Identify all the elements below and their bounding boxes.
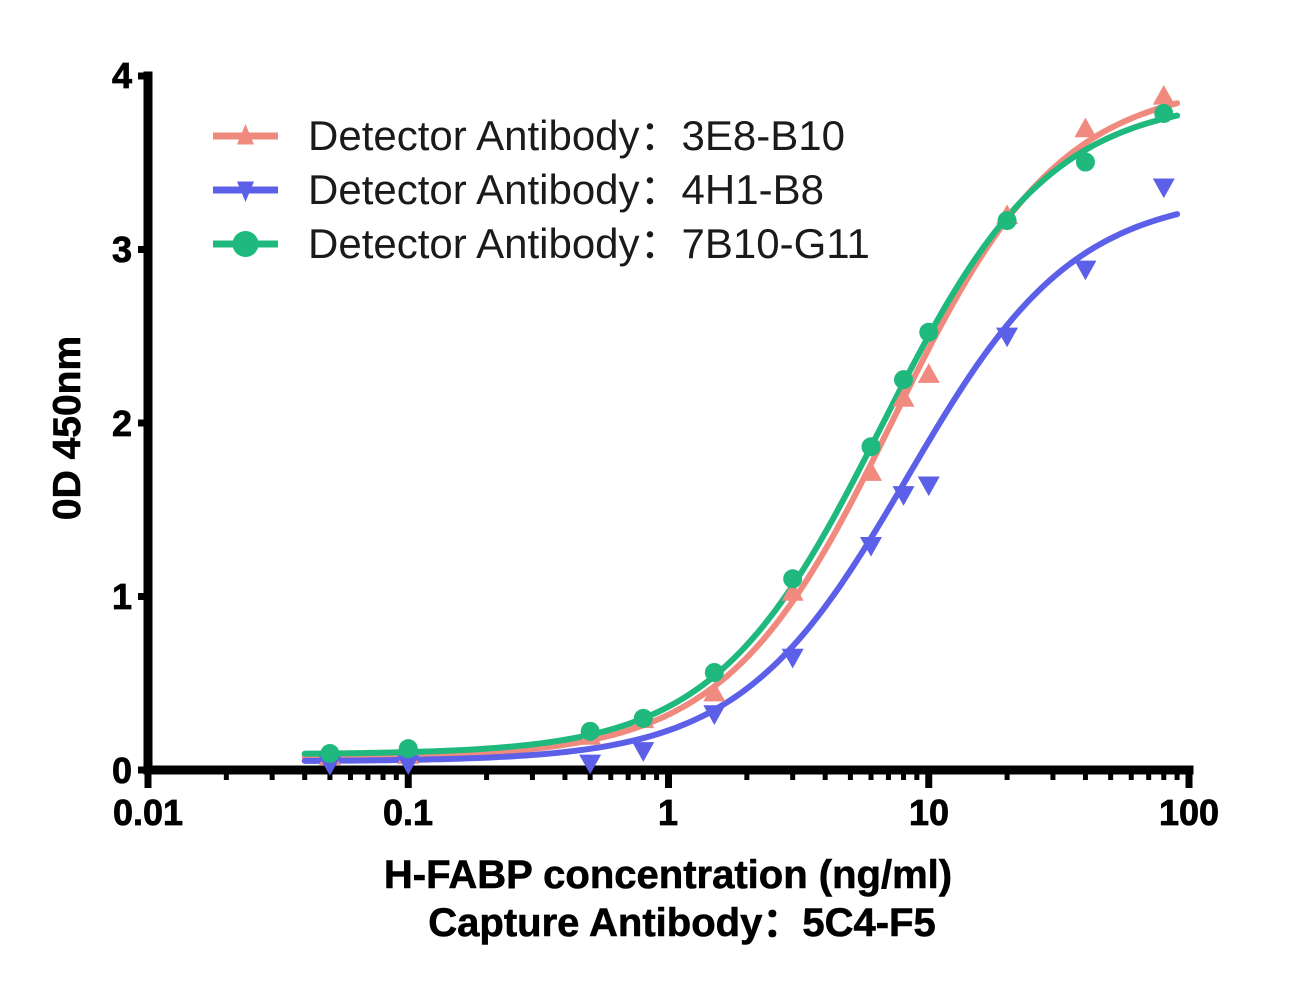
svg-text:3: 3 <box>112 229 132 270</box>
svg-text:Detector Antibody：4H1-B8: Detector Antibody：4H1-B8 <box>308 166 824 213</box>
svg-text:Detector Antibody：7B10-G11: Detector Antibody：7B10-G11 <box>308 220 870 267</box>
svg-text:Capture Antibody：5C4-F5: Capture Antibody：5C4-F5 <box>428 901 935 945</box>
svg-text:Detector Antibody：3E8-B10: Detector Antibody：3E8-B10 <box>308 112 845 159</box>
svg-text:1: 1 <box>658 792 678 833</box>
svg-text:0.1: 0.1 <box>383 792 433 833</box>
svg-text:0.01: 0.01 <box>113 792 183 833</box>
svg-text:1: 1 <box>112 576 132 617</box>
svg-text:4: 4 <box>112 55 132 96</box>
svg-text:10: 10 <box>909 792 949 833</box>
svg-text:100: 100 <box>1159 792 1219 833</box>
svg-text:H-FABP concentration (ng/ml): H-FABP concentration (ng/ml) <box>384 853 952 897</box>
svg-text:2: 2 <box>112 403 132 444</box>
svg-text:0: 0 <box>112 750 132 791</box>
svg-text:0D 450nm: 0D 450nm <box>46 336 89 520</box>
